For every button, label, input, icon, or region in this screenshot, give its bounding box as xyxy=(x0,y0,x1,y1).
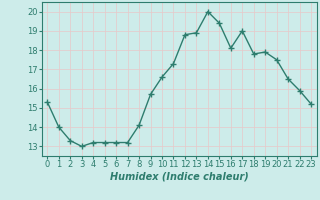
X-axis label: Humidex (Indice chaleur): Humidex (Indice chaleur) xyxy=(110,172,249,182)
